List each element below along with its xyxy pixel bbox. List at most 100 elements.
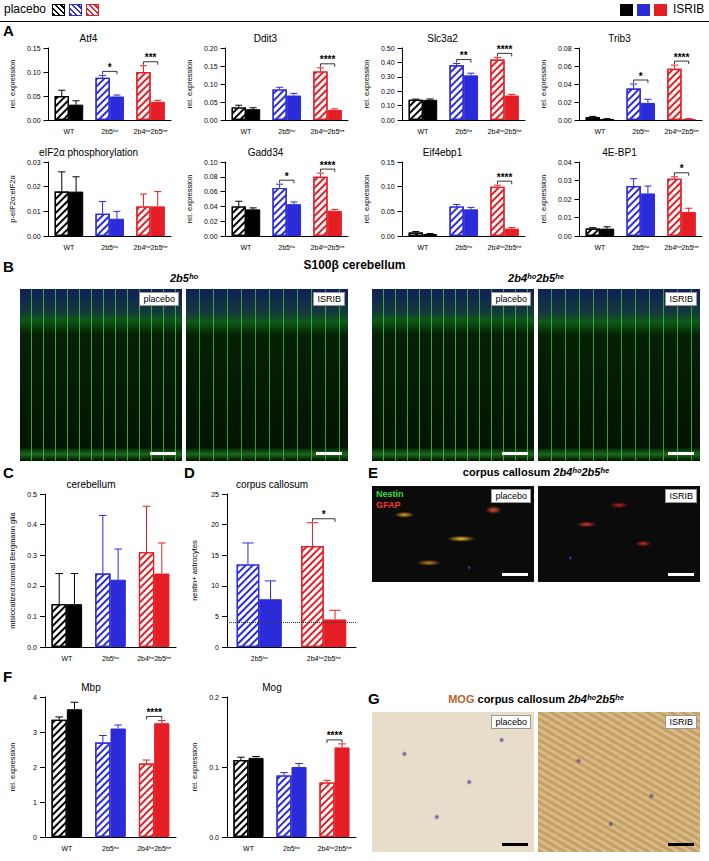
svg-text:Eif4ebp1: Eif4ebp1	[423, 147, 463, 158]
svg-text:2b4ʰᵒ2b5ʰᵉ: 2b4ʰᵒ2b5ʰᵉ	[311, 128, 345, 135]
svg-text:2b5ʰᵒ: 2b5ʰᵒ	[251, 655, 268, 662]
svg-text:0.10: 0.10	[204, 159, 218, 166]
svg-text:WT: WT	[417, 244, 429, 251]
svg-text:*: *	[108, 62, 112, 73]
svg-text:0.15: 0.15	[204, 63, 218, 70]
svg-text:2b4ʰᵒ2b5ʰᵉ: 2b4ʰᵒ2b5ʰᵉ	[665, 128, 699, 135]
svg-text:0.2: 0.2	[27, 582, 37, 589]
svg-text:2b4ʰᵒ2b5ʰᵉ: 2b4ʰᵒ2b5ʰᵉ	[488, 128, 522, 135]
svg-text:***: ***	[145, 52, 157, 63]
svg-text:WT: WT	[243, 845, 255, 852]
svg-text:WT: WT	[240, 244, 252, 251]
svg-text:0.05: 0.05	[204, 99, 218, 106]
svg-text:2b5ʰᵒ: 2b5ʰᵒ	[278, 244, 295, 251]
svg-text:0: 0	[33, 834, 37, 841]
svg-text:*: *	[639, 71, 643, 82]
svg-text:0.00: 0.00	[27, 117, 41, 124]
svg-text:****: ****	[320, 54, 336, 65]
svg-text:2b4ʰᵒ2b5ʰᵉ: 2b4ʰᵒ2b5ʰᵉ	[307, 655, 341, 662]
svg-text:0.02: 0.02	[27, 183, 41, 190]
svg-text:****: ****	[320, 160, 336, 171]
svg-text:2b4ʰᵒ2b5ʰᵉ: 2b4ʰᵒ2b5ʰᵉ	[134, 244, 168, 251]
svg-text:0.05: 0.05	[27, 93, 41, 100]
svg-text:*: *	[285, 171, 289, 182]
svg-text:WT: WT	[61, 655, 73, 662]
svg-text:0.00: 0.00	[204, 233, 218, 240]
svg-text:0.02: 0.02	[558, 196, 572, 203]
svg-text:cerebellum: cerebellum	[67, 479, 116, 490]
svg-text:****: ****	[146, 707, 162, 718]
svg-text:2b4ʰᵒ2b5ʰᵉ: 2b4ʰᵒ2b5ʰᵉ	[137, 845, 171, 852]
svg-text:rel. expression: rel. expression	[190, 743, 199, 792]
svg-text:****: ****	[497, 172, 513, 183]
svg-text:**: **	[460, 50, 468, 61]
svg-text:rel. expression: rel. expression	[539, 175, 548, 224]
svg-text:3: 3	[33, 729, 37, 736]
svg-text:0.03: 0.03	[27, 159, 41, 166]
svg-text:****: ****	[674, 52, 690, 63]
svg-text:WT: WT	[594, 244, 606, 251]
svg-text:0.00: 0.00	[381, 117, 395, 124]
svg-text:0.06: 0.06	[204, 188, 218, 195]
svg-text:2b5ʰᵒ: 2b5ʰᵒ	[278, 128, 295, 135]
svg-text:0.02: 0.02	[558, 99, 572, 106]
svg-text:0.3: 0.3	[27, 552, 37, 559]
svg-text:WT: WT	[417, 128, 429, 135]
svg-text:2b5ʰᵒ: 2b5ʰᵒ	[283, 845, 300, 852]
svg-text:4: 4	[33, 694, 37, 701]
svg-text:rel. expression: rel. expression	[8, 743, 17, 792]
svg-text:0.00: 0.00	[27, 233, 41, 240]
svg-text:0.15: 0.15	[27, 45, 41, 52]
svg-text:rel. expression: rel. expression	[362, 175, 371, 224]
svg-text:*: *	[680, 163, 684, 174]
svg-text:1: 1	[33, 799, 37, 806]
svg-text:0.40: 0.40	[381, 59, 395, 66]
svg-text:Mog: Mog	[262, 682, 281, 693]
svg-text:0.10: 0.10	[27, 69, 41, 76]
svg-text:0.03: 0.03	[558, 177, 572, 184]
svg-text:0.06: 0.06	[558, 63, 572, 70]
svg-text:2b5ʰᵒ: 2b5ʰᵒ	[101, 128, 118, 135]
svg-text:25: 25	[211, 491, 219, 498]
svg-text:0.04: 0.04	[204, 203, 218, 210]
svg-text:2b5ʰᵒ: 2b5ʰᵒ	[102, 845, 119, 852]
svg-text:****: ****	[497, 44, 513, 55]
svg-text:0.00: 0.00	[558, 233, 572, 240]
svg-text:Atf4: Atf4	[80, 33, 98, 44]
svg-text:p-eIF2α:eIF2α: p-eIF2α:eIF2α	[8, 175, 17, 223]
svg-text:0.10: 0.10	[381, 102, 395, 109]
svg-text:0.5: 0.5	[27, 491, 37, 498]
svg-text:nestin+ astrocytes: nestin+ astrocytes	[190, 540, 199, 601]
svg-text:rel. expression: rel. expression	[539, 60, 548, 109]
svg-text:mislocalized:normal Bergmann g: mislocalized:normal Bergmann glia	[8, 512, 17, 629]
svg-text:rel. expression: rel. expression	[185, 175, 194, 224]
svg-text:0.10: 0.10	[381, 183, 395, 190]
svg-text:2b5ʰᵒ: 2b5ʰᵒ	[455, 128, 472, 135]
svg-text:Gadd34: Gadd34	[248, 147, 284, 158]
svg-text:0.1: 0.1	[209, 764, 219, 771]
svg-text:2b4ʰᵒ2b5ʰᵉ: 2b4ʰᵒ2b5ʰᵉ	[488, 244, 522, 251]
svg-text:Mbp: Mbp	[81, 682, 101, 693]
svg-text:0.10: 0.10	[204, 81, 218, 88]
svg-text:2b4ʰᵒ2b5ʰᵉ: 2b4ʰᵒ2b5ʰᵉ	[137, 655, 171, 662]
svg-text:WT: WT	[63, 128, 75, 135]
svg-text:0.00: 0.00	[204, 117, 218, 124]
svg-text:rel. expression: rel. expression	[185, 60, 194, 109]
svg-text:0.04: 0.04	[558, 159, 572, 166]
svg-text:0.2: 0.2	[209, 694, 219, 701]
svg-text:WT: WT	[594, 128, 606, 135]
svg-text:0.30: 0.30	[381, 73, 395, 80]
svg-text:WT: WT	[240, 128, 252, 135]
svg-text:0.15: 0.15	[381, 159, 395, 166]
svg-text:corpus callosum: corpus callosum	[236, 479, 308, 490]
svg-text:****: ****	[327, 730, 343, 741]
svg-text:Slc3a2: Slc3a2	[427, 33, 458, 44]
svg-text:0.50: 0.50	[381, 45, 395, 52]
svg-text:2b5ʰᵒ: 2b5ʰᵒ	[455, 244, 472, 251]
svg-text:0.01: 0.01	[27, 208, 41, 215]
svg-text:2b5ʰᵒ: 2b5ʰᵒ	[632, 244, 649, 251]
svg-text:20: 20	[211, 521, 219, 528]
svg-text:15: 15	[211, 552, 219, 559]
svg-text:2: 2	[33, 764, 37, 771]
svg-text:2b4ʰᵒ2b5ʰᵉ: 2b4ʰᵒ2b5ʰᵉ	[134, 128, 168, 135]
